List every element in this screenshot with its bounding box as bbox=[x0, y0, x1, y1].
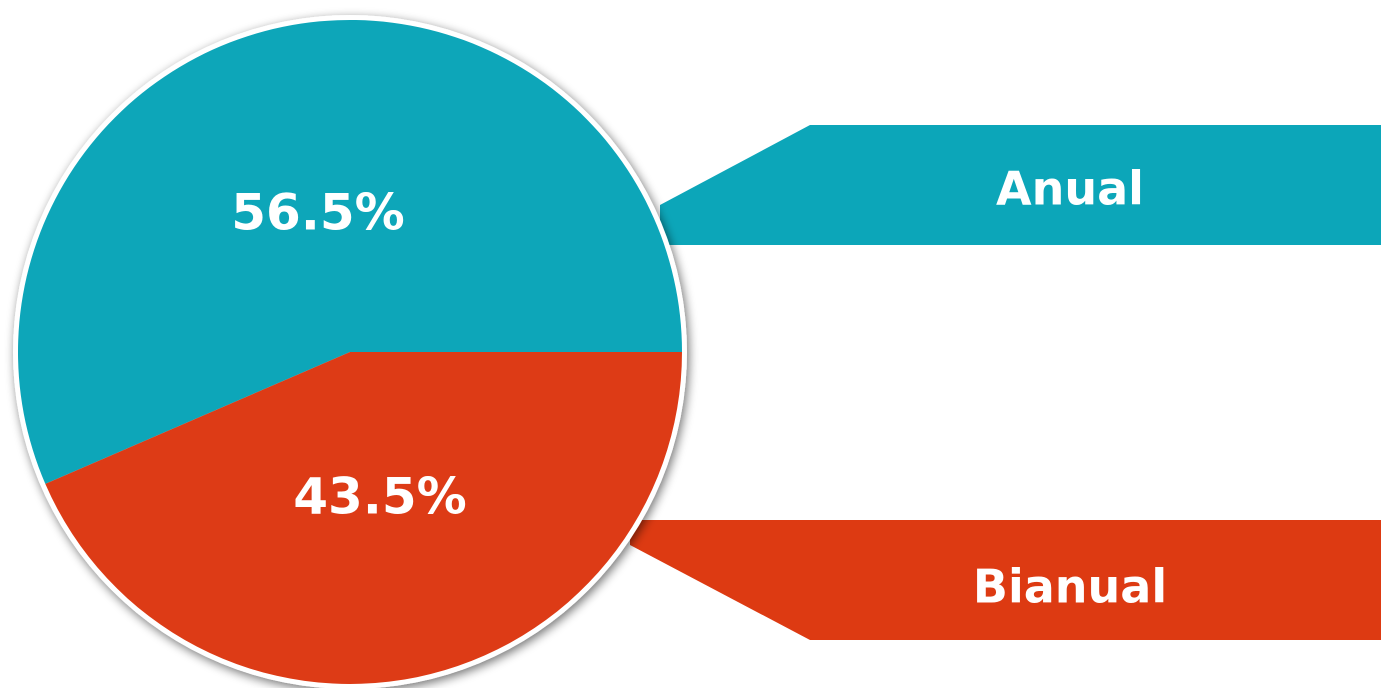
slice-value-label-anual: 56.5% bbox=[231, 184, 404, 242]
pie bbox=[13, 15, 687, 688]
pie-slice-anual bbox=[17, 19, 682, 484]
pie-slice-bianual bbox=[45, 352, 683, 684]
legend-banner-bianual bbox=[630, 520, 1381, 640]
legend-banner-anual bbox=[660, 125, 1381, 245]
slice-value-label-bianual: 43.5% bbox=[293, 468, 466, 526]
legend-label-bianual: Bianual bbox=[973, 560, 1167, 614]
legend-label-anual: Anual bbox=[996, 162, 1144, 216]
